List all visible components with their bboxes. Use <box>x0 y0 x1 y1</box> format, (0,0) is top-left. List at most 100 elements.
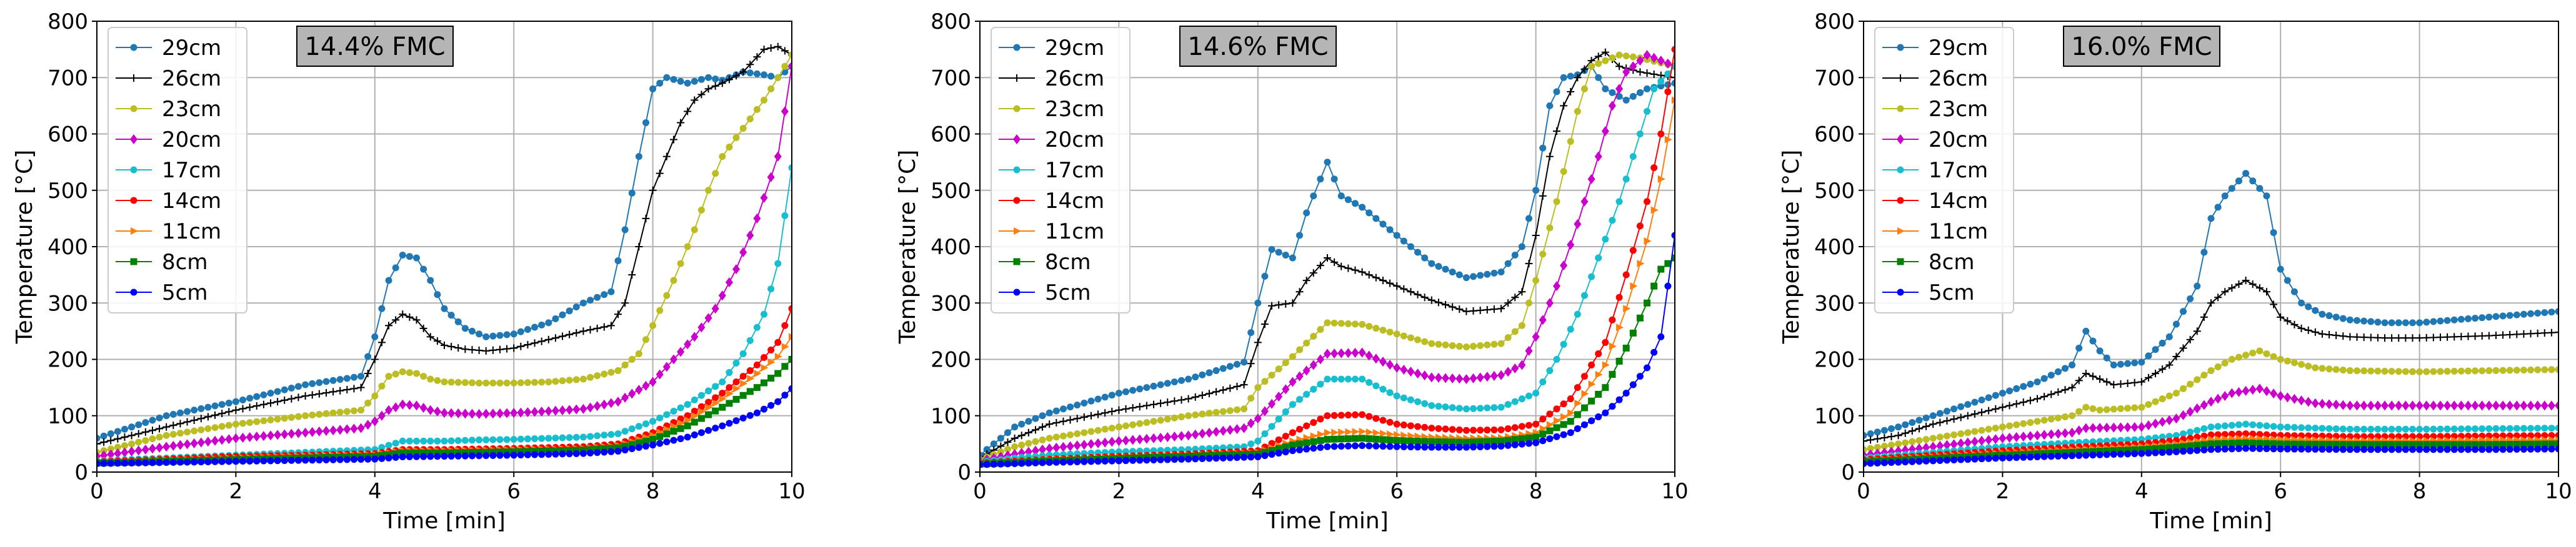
series-point-11cm <box>1345 428 1353 436</box>
series-point-29cm <box>1059 405 1067 413</box>
series-point-23cm <box>1359 321 1366 328</box>
series-point-14cm <box>774 338 782 346</box>
legend-item-23cm: 23cm <box>116 97 221 122</box>
fmc-annotation: 16.0% FMC <box>2063 26 2220 67</box>
series-point-26cm <box>1011 434 1019 442</box>
series-point-20cm <box>739 247 747 258</box>
series-point-17cm <box>2249 421 2257 428</box>
series-point-20cm <box>1295 371 1304 382</box>
series-point-17cm <box>1344 375 1352 383</box>
series-point-8cm <box>1602 384 1609 392</box>
series-point-23cm <box>2089 405 2097 412</box>
series-point-23cm <box>294 413 302 420</box>
series-point-26cm <box>1171 397 1179 405</box>
series-point-29cm <box>1915 416 1923 424</box>
series-point-5cm <box>1393 443 1400 450</box>
series-point-8cm <box>406 449 413 456</box>
series-29cm <box>980 62 1675 459</box>
series-point-23cm <box>1532 277 1540 284</box>
series-point-8cm <box>1644 299 1651 307</box>
series-point-20cm <box>2555 400 2559 411</box>
series-point-17cm <box>2325 425 2333 432</box>
series-point-20cm <box>2061 428 2069 438</box>
series-point-5cm <box>1046 459 1053 466</box>
series-point-5cm <box>1435 443 1442 451</box>
series-point-20cm <box>1615 84 1624 94</box>
series-point-5cm <box>1602 409 1609 416</box>
series-point-17cm <box>1282 408 1289 415</box>
series-point-29cm <box>1359 204 1366 211</box>
series-point-23cm <box>1922 436 1930 443</box>
series-point-26cm <box>2144 373 2152 382</box>
series-point-5cm <box>2159 449 2166 456</box>
series-point-23cm <box>1929 435 1937 442</box>
series-point-23cm <box>2416 368 2424 375</box>
series-point-5cm <box>2069 452 2076 460</box>
series-point-23cm <box>2040 416 2048 424</box>
series-point-5cm <box>97 460 101 467</box>
series-point-26cm <box>1970 410 1979 418</box>
series-point-5cm <box>572 450 580 457</box>
series-point-26cm <box>586 326 594 334</box>
series-point-26cm <box>711 82 719 90</box>
series-point-23cm <box>1268 372 1276 379</box>
series-point-29cm <box>1018 420 1026 428</box>
series-point-20cm <box>2075 425 2083 436</box>
series-point-20cm <box>1469 373 1477 383</box>
series-point-23cm <box>413 370 421 377</box>
series-point-26cm <box>1999 403 2007 411</box>
series-point-14cm <box>1344 411 1352 419</box>
series-point-23cm <box>656 307 664 314</box>
series-point-20cm <box>2422 400 2430 411</box>
series-point-8cm <box>2534 440 2542 448</box>
series-point-8cm <box>2506 441 2514 448</box>
series-point-23cm <box>2492 367 2500 374</box>
series-point-8cm <box>1539 430 1547 438</box>
series-point-23cm <box>211 424 219 431</box>
series-point-5cm <box>294 456 302 464</box>
series-point-14cm <box>1664 88 1672 96</box>
series-point-26cm <box>725 76 733 84</box>
series-point-20cm <box>2047 429 2055 440</box>
series-point-20cm <box>204 436 212 447</box>
series-point-26cm <box>315 390 323 398</box>
series-point-23cm <box>2207 367 2215 375</box>
series-point-5cm <box>2256 445 2264 452</box>
series-point-20cm <box>1080 440 1088 450</box>
series-point-5cm <box>2214 446 2222 453</box>
series-point-29cm <box>1462 274 1470 282</box>
series-point-20cm <box>1574 219 1582 229</box>
series-point-26cm <box>684 107 692 116</box>
series-point-17cm <box>753 323 761 331</box>
series-point-5cm <box>246 457 254 465</box>
series-point-5cm <box>1546 435 1554 443</box>
series-point-5cm <box>1282 448 1289 456</box>
series-point-17cm <box>1365 379 1373 387</box>
series-point-29cm <box>1052 407 1060 415</box>
series-point-29cm <box>176 409 184 416</box>
x-tick-label: 2 <box>229 479 243 504</box>
series-point-17cm <box>1400 394 1407 402</box>
series-point-29cm <box>1115 390 1122 397</box>
series-point-20cm <box>2262 386 2270 397</box>
series-point-29cm <box>2499 312 2507 320</box>
series-point-26cm <box>1087 411 1095 420</box>
series-point-14cm <box>746 367 754 375</box>
x-axis-label: Time [min] <box>1266 508 1389 534</box>
legend-item-5cm: 5cm <box>1882 280 1974 305</box>
series-point-26cm <box>301 392 309 400</box>
series-point-20cm <box>2005 432 2014 443</box>
series-point-26cm <box>649 186 657 194</box>
series-point-11cm <box>1630 282 1638 290</box>
series-point-11cm <box>1365 428 1374 436</box>
series-point-29cm <box>1518 243 1525 250</box>
series-point-20cm <box>1136 434 1144 445</box>
series-point-23cm <box>2006 422 2014 430</box>
series-point-26cm <box>2255 284 2264 292</box>
series-point-29cm <box>587 297 594 304</box>
series-point-29cm <box>990 440 997 448</box>
series-point-5cm <box>1574 425 1581 433</box>
series-point-5cm <box>1150 456 1157 464</box>
series-point-11cm <box>1553 416 1561 425</box>
